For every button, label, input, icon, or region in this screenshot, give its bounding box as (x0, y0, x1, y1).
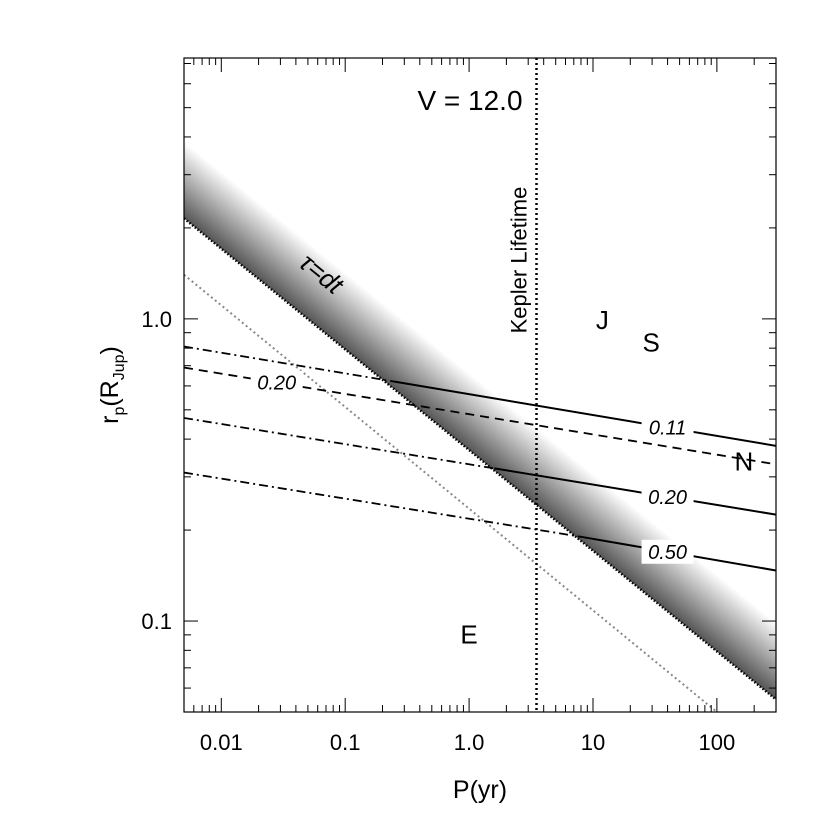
dashdot-line-2 (184, 417, 495, 470)
dashed-line (184, 366, 776, 466)
kepler-lifetime-label: Kepler Lifetime (506, 187, 531, 334)
x-tick-label: 0.1 (330, 730, 361, 755)
axes: 0.01 0.1 1.0 10 100 0.1 1.0 (141, 57, 777, 755)
solid-line-1-label-bg (641, 415, 694, 440)
planet-j: J (596, 305, 609, 335)
dashdot-line-1 (184, 345, 395, 383)
y-tick-label: 1.0 (141, 307, 172, 332)
planet-s: S (643, 328, 660, 358)
x-tick-label: 1.0 (454, 730, 485, 755)
planet-e: E (460, 619, 477, 649)
dashed-line-label: 0.20 (257, 373, 296, 395)
planet-n: N (734, 446, 753, 476)
x-tick-label: 10 (581, 730, 605, 755)
solid-line-1 (394, 380, 776, 447)
solid-line-2 (494, 467, 776, 516)
solid-line-1-label: 0.11 (649, 418, 686, 440)
x-tick-label: 100 (699, 730, 736, 755)
solid-line-3-label-bg (641, 539, 694, 564)
chart-title: V = 12.0 (417, 85, 522, 116)
band-lower-edge (184, 217, 776, 701)
plot-frame (183, 57, 777, 713)
dashed-line-label-bg (250, 370, 303, 395)
solid-line-3-label: 0.50 (648, 542, 687, 564)
x-tick-label: 0.01 (200, 730, 243, 755)
solid-line-2-label: 0.20 (648, 487, 687, 509)
y-tick-label: 0.1 (141, 609, 172, 634)
tau-band (184, 141, 776, 700)
solid-line-2-label-bg (641, 484, 694, 509)
gray-dotted-line (184, 273, 718, 712)
x-axis-title: P(yr) (453, 776, 507, 804)
y-axis-title: rp(RJup) (96, 346, 128, 424)
